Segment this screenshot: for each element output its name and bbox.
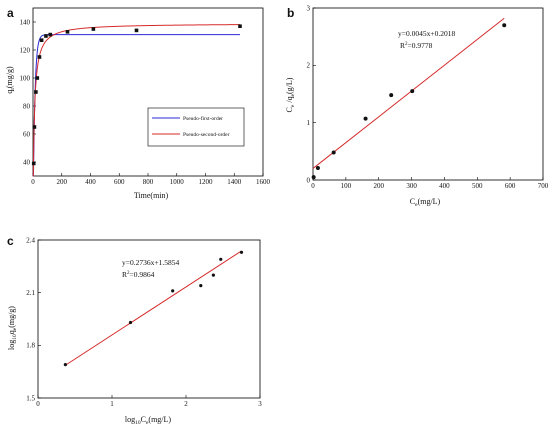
panel-c-points (63, 250, 244, 367)
panel-a: 0 200 400 600 800 1000 1200 1400 1600 40 60 80 100 12… (5, 7, 271, 200)
panel-c-equation: y=0.2736x+1.5854 (122, 258, 179, 267)
fit-line (65, 250, 242, 366)
panel-b-r-squared: R2=0.9778 (400, 41, 433, 50)
x-tick-label: 600 (505, 182, 516, 190)
x-tick-label: 100 (341, 182, 352, 190)
x-tick-label: 200 (57, 178, 68, 186)
panel-a-model-curves (32, 24, 241, 177)
panel-b-equation: y=0.0045x+0.2018 (398, 29, 455, 38)
data-point (389, 93, 394, 98)
x-tick-label: 1400 (227, 178, 242, 186)
x-tick-label: 1 (110, 400, 114, 408)
x-tick-label: 300 (406, 182, 417, 190)
data-point (363, 116, 368, 121)
y-tick-label: 60 (23, 130, 31, 138)
data-point (311, 175, 316, 180)
panel-c-fit-line (65, 250, 242, 366)
x-tick-label: 2 (184, 400, 188, 408)
legend-label-series-1: Pseudo-second-order (183, 132, 230, 138)
data-point (502, 23, 507, 28)
data-point (32, 125, 37, 129)
panel-c-frame (37, 239, 261, 399)
y-tick-label: 1.8 (26, 342, 35, 350)
panel-a-ticks: 0 200 400 600 800 1000 1200 1400 1600 40 60 80 100 12… (20, 18, 271, 186)
panel-c: 0 1 2 3 1.5 1.8 2.1 2.4 log10Ce(mg/L) log10qe(m… (7, 236, 262, 426)
x-tick-label: 0 (311, 182, 315, 190)
panel-a-letter: a (7, 6, 14, 20)
panel-a-legend: Pseudo-first-order Pseudo-second-order (147, 107, 245, 147)
y-tick-label: 1 (307, 119, 311, 127)
y-tick-label: 120 (20, 46, 31, 54)
y-tick-label: 40 (23, 158, 31, 166)
x-tick-label: 400 (85, 178, 96, 186)
data-point (171, 289, 175, 293)
y-tick-label: 140 (20, 18, 31, 26)
y-tick-label: 2.1 (26, 289, 35, 297)
data-point (128, 320, 133, 325)
panel-c-r-squared: R2=0.9864 (122, 270, 155, 279)
y-tick-label: 2 (307, 62, 311, 70)
y-tick-label: 80 (23, 102, 31, 110)
panel-c-ticks: 0 1 2 3 1.5 1.8 2.1 2.4 (26, 236, 262, 408)
data-point (91, 27, 96, 31)
y-tick-label: 2.4 (26, 236, 35, 244)
data-point (39, 38, 44, 42)
pseudo-second-order-curve (32, 24, 241, 177)
data-point (63, 363, 67, 367)
x-tick-label: 1000 (170, 178, 185, 186)
panel-b-ylabel: Ce /qe(g/L) (285, 77, 296, 112)
panel-a-points (31, 24, 242, 166)
data-point (48, 32, 53, 37)
panel-a-xlabel: Time(min) (134, 191, 169, 200)
legend-label-series-0: Pseudo-first-order (183, 115, 223, 122)
panel-b-xlabel: Ce(mg/L) (410, 197, 441, 208)
data-point (31, 161, 36, 166)
y-tick-label: 0 (307, 176, 311, 184)
x-tick-label: 500 (472, 182, 483, 190)
panel-b-ticks: 0 100 200 300 400 500 600 700 0 1 2 3 (307, 4, 549, 190)
pseudo-first-order-curve (32, 34, 240, 177)
panel-b: 0 100 200 300 400 500 600 700 0 1 2 3 Ce(mg/L) Ce /… (285, 4, 549, 208)
data-point (37, 55, 42, 59)
panel-c-ylabel: log10qe(mg/g) (7, 306, 18, 350)
fit-line (312, 17, 505, 169)
x-tick-label: 700 (538, 182, 549, 190)
data-point (410, 89, 415, 94)
panel-b-fit-line (312, 17, 505, 169)
data-point (211, 273, 215, 277)
y-tick-label: 3 (307, 4, 311, 12)
panel-b-frame (312, 7, 544, 181)
panel-c-letter: c (7, 234, 14, 248)
x-tick-label: 0 (31, 178, 35, 186)
legend-box (147, 107, 245, 147)
x-tick-label: 400 (439, 182, 450, 190)
x-tick-label: 3 (258, 400, 262, 408)
data-point (239, 250, 244, 254)
x-tick-label: 1600 (256, 178, 271, 186)
y-tick-label: 100 (20, 74, 31, 82)
data-point (65, 30, 70, 34)
x-tick-label: 200 (373, 182, 384, 190)
panel-b-letter: b (287, 6, 294, 20)
data-point (35, 76, 40, 80)
x-tick-label: 1200 (199, 178, 214, 186)
data-point (238, 24, 242, 28)
x-tick-label: 0 (36, 400, 40, 408)
x-tick-label: 600 (114, 178, 125, 186)
panel-c-xlabel: log10Ce(mg/L) (125, 415, 172, 426)
data-point (134, 28, 139, 33)
data-point (34, 90, 38, 94)
data-point (44, 34, 48, 38)
panel-b-points (311, 23, 507, 180)
panel-a-ylabel: qt(mg/g) (5, 66, 16, 94)
data-point (219, 257, 223, 261)
data-point (331, 150, 336, 155)
y-tick-label: 1.5 (26, 394, 35, 402)
x-tick-label: 800 (143, 178, 154, 186)
data-point (199, 284, 203, 288)
data-point (315, 165, 320, 170)
